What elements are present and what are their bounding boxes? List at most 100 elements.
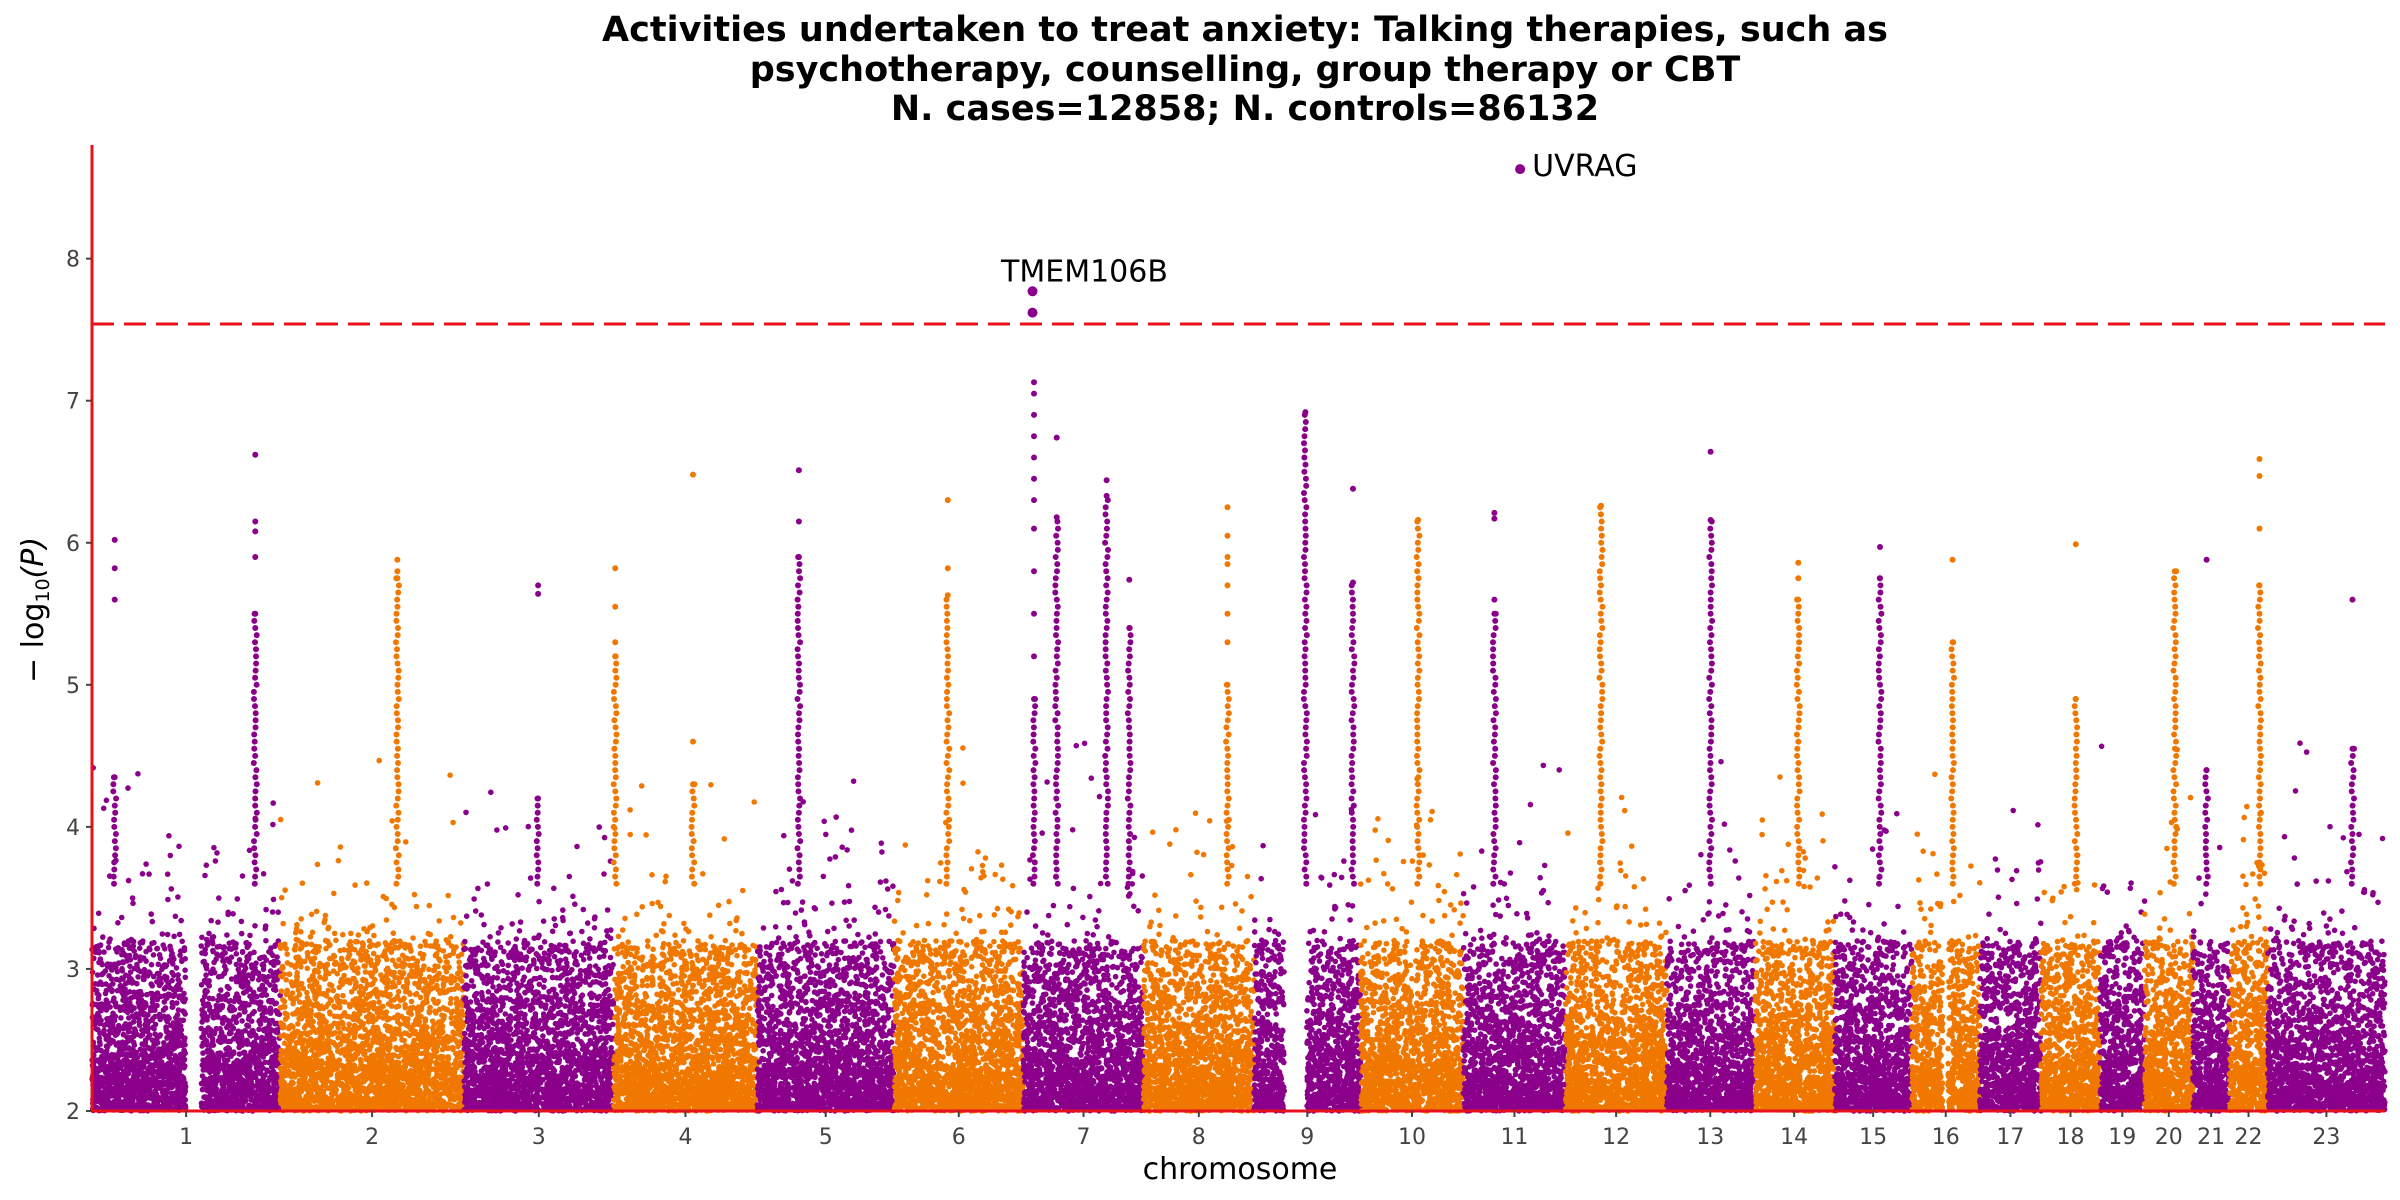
snp-point — [327, 1040, 333, 1046]
snp-point — [279, 1066, 285, 1072]
snp-point — [266, 1084, 272, 1090]
snp-point — [144, 992, 150, 998]
snp-point — [163, 964, 169, 970]
snp-point — [121, 1085, 127, 1091]
snp-point — [100, 1097, 106, 1103]
snp-point — [389, 1090, 395, 1096]
snp-point — [143, 861, 149, 867]
snp-point — [102, 1050, 108, 1056]
snp-point — [432, 1022, 438, 1028]
snp-point — [341, 973, 347, 979]
snp-point — [145, 1067, 151, 1073]
snp-point — [258, 1068, 264, 1074]
snp-point — [456, 959, 462, 965]
snp-point — [246, 972, 252, 978]
snp-point — [239, 1018, 245, 1024]
snp-point — [121, 1032, 127, 1038]
snp-point — [267, 1104, 273, 1110]
snp-point — [348, 931, 354, 937]
snp-point — [269, 1057, 275, 1063]
snp-point — [238, 1005, 244, 1011]
snp-point — [173, 914, 179, 920]
snp-point — [157, 1012, 163, 1018]
snp-point — [253, 1071, 259, 1077]
snp-point — [444, 1068, 450, 1074]
snp-point — [452, 1079, 458, 1085]
snp-point — [444, 959, 450, 965]
snp-point — [264, 979, 270, 985]
snp-point — [122, 1093, 128, 1099]
snp-point — [340, 932, 346, 938]
snp-point — [339, 1020, 345, 1026]
snp-point — [418, 1065, 424, 1071]
snp-point — [361, 963, 367, 969]
snp-point — [102, 1080, 108, 1086]
snp-point — [114, 949, 120, 955]
snp-point — [146, 1082, 152, 1088]
snp-point — [322, 1082, 328, 1088]
snp-point — [332, 931, 338, 937]
snp-point — [347, 1052, 353, 1058]
snp-point — [287, 1099, 293, 1105]
snp-point — [96, 1066, 102, 1072]
snp-point — [338, 1014, 344, 1020]
data-points — [89, 379, 2387, 1114]
snp-point — [295, 1021, 301, 1027]
snp-point — [453, 1065, 459, 1071]
snp-point — [93, 944, 99, 950]
snp-point — [247, 986, 253, 992]
snp-point — [206, 983, 212, 989]
snp-point — [161, 1103, 167, 1109]
snp-point — [227, 1089, 233, 1095]
snp-point — [282, 887, 288, 893]
snp-point — [138, 1103, 144, 1109]
snp-point — [231, 1074, 237, 1080]
snp-point — [106, 939, 112, 945]
snp-point — [391, 970, 397, 976]
snp-point — [289, 1079, 295, 1085]
snp-point — [199, 935, 205, 941]
snp-point — [426, 931, 432, 937]
snp-point — [103, 968, 109, 974]
snp-point — [120, 960, 126, 966]
snp-point — [308, 934, 314, 940]
snp-point — [103, 1069, 109, 1075]
snp-point — [297, 999, 303, 1005]
snp-point — [126, 1046, 132, 1052]
snp-point — [339, 1097, 345, 1103]
snp-point — [426, 967, 432, 973]
snp-point — [153, 1100, 159, 1106]
snp-point — [250, 999, 256, 1005]
snp-point — [247, 993, 253, 999]
snp-point — [235, 896, 241, 902]
snp-point — [341, 1033, 347, 1039]
snp-point — [391, 930, 397, 936]
snp-point — [96, 996, 102, 1002]
snp-point — [273, 942, 279, 948]
snp-point — [214, 1086, 220, 1092]
snp-point — [227, 1080, 233, 1086]
snp-point — [282, 999, 288, 1005]
snp-point — [248, 1079, 254, 1085]
snp-point — [182, 1103, 188, 1109]
snp-point — [449, 1021, 455, 1027]
snp-point — [170, 1004, 176, 1010]
snp-point — [129, 946, 135, 952]
snp-point — [232, 1092, 238, 1098]
snp-point — [101, 1032, 107, 1038]
snp-point — [214, 850, 220, 856]
snp-point — [104, 798, 110, 804]
snp-point — [126, 1036, 132, 1042]
snp-point — [208, 918, 214, 924]
snp-point — [165, 932, 171, 938]
snp-point — [136, 1000, 142, 1006]
snp-point — [415, 1047, 421, 1053]
title-line-3: N. cases=12858; N. controls=86132 — [891, 89, 1599, 129]
snp-point — [257, 1002, 263, 1008]
snp-point — [430, 985, 436, 991]
snp-point — [149, 983, 155, 989]
snp-point — [354, 966, 360, 972]
snp-point — [227, 1039, 233, 1045]
snp-point — [165, 1049, 171, 1055]
snp-point — [315, 862, 321, 868]
